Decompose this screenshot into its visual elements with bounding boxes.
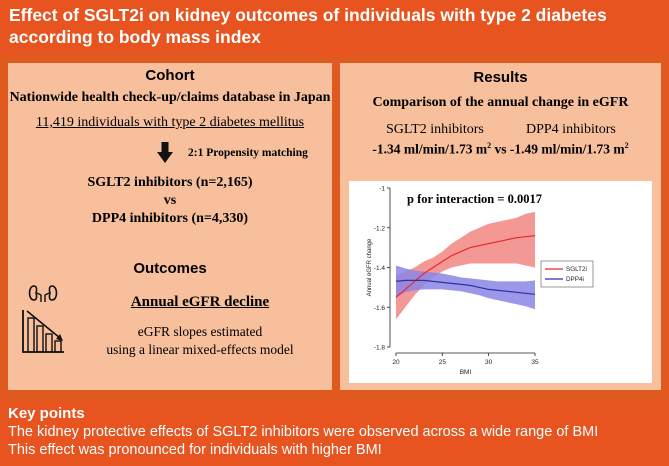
series-line-dpp4i: [395, 279, 536, 295]
y-tick-label: -1.8: [374, 345, 386, 352]
ci-band-sglt2i: [396, 211, 535, 320]
legend-label-sglt2i: SGLT2i: [566, 266, 587, 273]
outcome-line-1: eGFR slopes estimated: [137, 324, 263, 339]
results-subtitle: Comparison of the annual change in eGFR: [372, 95, 629, 110]
ci-band-dpp4i: [396, 265, 535, 310]
key-points-banner: Key points The kidney protective effects…: [0, 401, 669, 466]
x-axis-label: BMI: [460, 369, 472, 376]
dpp4-value-sup: 2: [624, 141, 629, 150]
vs-text: vs: [163, 193, 177, 208]
x-tick-label: 30: [485, 359, 493, 366]
results-panel: Results Comparison of the annual change …: [340, 63, 661, 390]
results-vs: vs: [494, 141, 507, 157]
key-point-1: The kidney protective effects of SGLT2 i…: [8, 424, 599, 440]
dpp4-label: DPP4 inhibitors: [526, 122, 616, 137]
egfr-bmi-chart: -1 -1.2 -1.4 -1.6 -1.8 20 25 30 35 BMI Annual eGFR…: [349, 181, 652, 383]
database-text: Nationwide health check-up/claims databa…: [9, 90, 331, 105]
matching-text: 2:1 Propensity matching: [188, 147, 308, 159]
y-axis-label: Annual eGFR change: [367, 238, 373, 296]
series-line-sglt2i: [395, 235, 536, 298]
dpp4-group-text: DPP4 inhibitors (n=4,330): [91, 211, 249, 226]
y-tick-label: -1: [379, 186, 385, 193]
key-point-2: This effect was pronounced for individua…: [8, 442, 382, 458]
outcomes-heading: Outcomes: [133, 260, 207, 277]
x-tick-label: 25: [439, 359, 447, 366]
legend-label-dpp4i: DPP4i: [566, 276, 584, 283]
outcome-line-2: using a linear mixed-effects model: [106, 342, 294, 357]
interaction-annotation: p for interaction = 0.0017: [407, 192, 542, 206]
x-tick-label: 20: [392, 359, 400, 366]
page-title: Effect of SGLT2i on kidney outcomes of i…: [9, 5, 607, 47]
y-tick-label: -1.2: [374, 225, 386, 232]
kidney-decline-chart-icon: [22, 285, 64, 353]
results-heading: Results: [473, 69, 528, 86]
population-text: 11,419 individuals with type 2 diabetes …: [35, 115, 305, 130]
legend-box: [540, 260, 594, 288]
results-values: -1.34 ml/min/1.73 m2 vs -1.49 ml/min/1.7…: [340, 141, 661, 158]
sglt2-value-sup: 2: [487, 141, 492, 150]
cohort-heading: Cohort: [145, 67, 195, 84]
sglt2-value: -1.34 ml/min/1.73 m: [372, 141, 488, 157]
dpp4-value: -1.49 ml/min/1.73 m: [509, 141, 625, 157]
outcome-title: Annual eGFR decline: [130, 294, 270, 310]
y-tick-label: -1.4: [374, 265, 386, 272]
y-tick-label: -1.6: [374, 305, 386, 312]
sglt2-label: SGLT2 inhibitors: [386, 122, 484, 137]
x-tick-label: 35: [531, 359, 539, 366]
sglt2-group-text: SGLT2 inhibitors (n=2,165): [87, 175, 253, 190]
header-banner: Effect of SGLT2i on kidney outcomes of i…: [0, 0, 669, 55]
chart-svg: -1 -1.2 -1.4 -1.6 -1.8 20 25 30 35 BMI Annual eGFR…: [367, 186, 594, 376]
down-arrow-icon: [157, 142, 173, 163]
key-points-heading: Key points: [8, 405, 85, 422]
cohort-panel: Cohort Nationwide health check-up/claims…: [8, 63, 332, 390]
